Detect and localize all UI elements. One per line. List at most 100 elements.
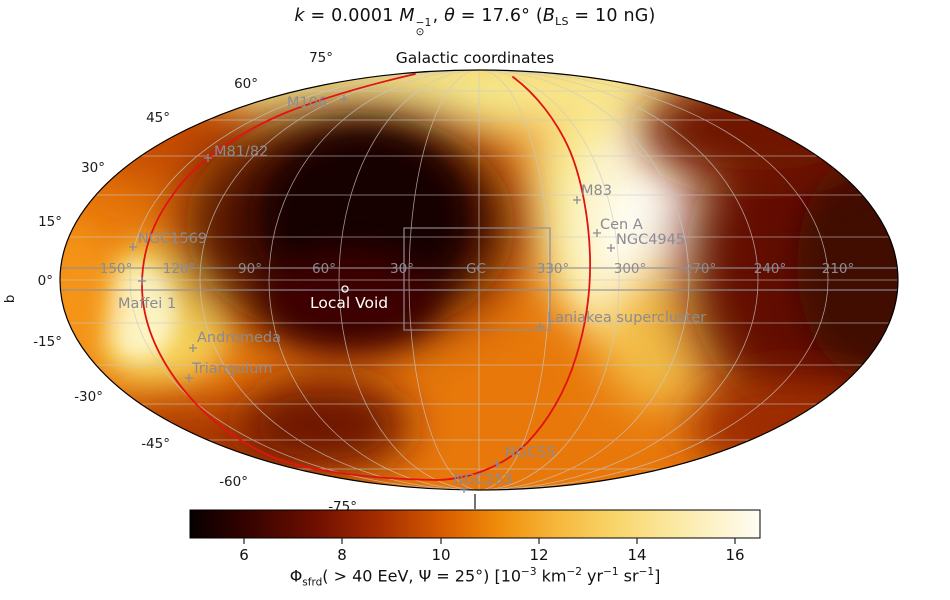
galaxy-label: Andromeda xyxy=(197,330,281,346)
lon-label: 60° xyxy=(312,261,336,277)
title-theta: θ xyxy=(444,6,456,26)
meridian-60e xyxy=(338,70,480,490)
colorbar-ticks xyxy=(243,538,736,544)
marker-ngc253 xyxy=(460,485,468,493)
marker-cena xyxy=(593,229,601,237)
cb-mid: ( > 40 EeV, Ψ = 25°) [10 xyxy=(322,566,522,586)
lon-label: 300° xyxy=(614,261,647,277)
lon-label: 210° xyxy=(822,261,855,277)
galaxy-label: Maffei 1 xyxy=(118,296,176,312)
map-boundary xyxy=(59,69,899,491)
title-b-sub: LS xyxy=(555,15,569,28)
meridian-120w xyxy=(478,70,759,490)
galaxy-label: M81/82 xyxy=(214,144,268,160)
marker-ngc4945 xyxy=(607,244,615,252)
cb-sr: sr xyxy=(618,566,639,586)
title-sep: , xyxy=(432,6,445,26)
galaxy-label: NGC4945 xyxy=(616,232,685,248)
marker-m106 xyxy=(340,95,348,103)
colorbar-tick-label: 14 xyxy=(627,546,646,564)
lon-label: 330° xyxy=(537,261,570,277)
lon-label-gc: GC xyxy=(466,261,486,277)
lon-label: 90° xyxy=(238,261,262,277)
longitude-labels: 150° 120° 90° 60° 30° GC 330° 300° 270° … xyxy=(100,261,855,277)
galaxy-label: NGC55 xyxy=(505,445,556,461)
cb-km: km xyxy=(536,566,567,586)
marker-m83 xyxy=(573,196,581,204)
lat-label: -60° xyxy=(219,474,248,490)
lat-label: -45° xyxy=(141,436,170,452)
flux-bottomcenter-dark xyxy=(240,377,410,473)
galaxy-label: Cen A xyxy=(600,217,643,233)
local-void-label: Local Void xyxy=(310,294,388,312)
colorbar-tick-label: 6 xyxy=(239,546,249,564)
lon-label: 240° xyxy=(754,261,787,277)
galaxy-label: M83 xyxy=(581,183,612,199)
lat-label: 0° xyxy=(38,273,53,289)
cb-sup3: −1 xyxy=(603,566,619,578)
figure-title: k = 0.0001 M −1 ⊙, θ = 17.6° (BLS = 10 nG) xyxy=(0,6,950,37)
title-m-sub: ⊙ xyxy=(415,26,425,38)
colorbar-tick-label: 8 xyxy=(337,546,347,564)
marker-andromeda xyxy=(189,344,197,352)
meridian-60w xyxy=(478,70,620,490)
flux-bottomright-red xyxy=(690,378,898,478)
marker-ngc55 xyxy=(493,460,501,468)
galaxy-labels: M106 M81/82 NGC1569 Maffei 1 Andromeda T… xyxy=(118,95,706,488)
galaxy-label: M106 xyxy=(287,95,327,111)
gc-region-box xyxy=(403,227,551,331)
latitude-labels: 75° 60° 45° 30° 15° 0° -15° -30° -45° -6… xyxy=(33,50,357,515)
lat-label: 30° xyxy=(81,160,105,176)
title-k: k xyxy=(294,6,305,26)
lon-label: 30° xyxy=(390,261,414,277)
meridian-120e xyxy=(199,70,480,490)
subtitle: Galactic coordinates xyxy=(396,49,554,67)
lon-label: 120° xyxy=(163,261,196,277)
title-m-sup: −1 xyxy=(415,17,432,29)
galactic-plane-outline xyxy=(60,227,898,331)
title-eq2: = 17.6° ( xyxy=(455,6,543,26)
lon-label: 270° xyxy=(684,261,717,277)
galaxy-markers xyxy=(129,95,615,493)
colorbar-tick-label: 10 xyxy=(431,546,450,564)
flux-right-maroon-core xyxy=(797,150,898,380)
colorbar-gradient xyxy=(189,509,761,539)
cb-phi-sub: sfrd xyxy=(302,576,323,589)
cb-sup2: −2 xyxy=(566,566,582,578)
meridian-90w xyxy=(478,70,690,490)
colorbar-tick-label: 12 xyxy=(529,546,548,564)
title-tail: = 10 nG) xyxy=(568,6,656,26)
flux-left-bright-core xyxy=(102,264,178,360)
meridian-150w xyxy=(478,70,829,490)
graticule xyxy=(60,70,898,490)
lat-label: 45° xyxy=(146,110,170,126)
lon-label: 150° xyxy=(100,261,133,277)
meridian-90e xyxy=(268,70,480,490)
title-m-subsup: −1 ⊙ xyxy=(415,17,432,38)
title-M: M xyxy=(399,6,415,26)
title-eq1: = 0.0001 xyxy=(304,6,400,26)
cb-phi: Φ xyxy=(289,566,303,586)
marker-local-void xyxy=(341,285,349,293)
lat-label: -30° xyxy=(74,389,103,405)
galaxy-label: NGC253 xyxy=(453,472,513,488)
y-axis-label: b xyxy=(2,295,18,304)
colorbar-tick-label: 16 xyxy=(725,546,744,564)
galaxy-label: Triangulum xyxy=(191,361,273,377)
meridian-150e xyxy=(129,70,480,490)
cb-sup1: −3 xyxy=(521,566,537,578)
marker-triangulum xyxy=(185,374,193,382)
meridian-30e xyxy=(408,70,480,490)
colorbar-axis-label: Φsfrd( > 40 EeV, Ψ = 25°) [10−3 km−2 yr−… xyxy=(0,566,950,589)
meridian-30w xyxy=(478,70,550,490)
cb-sup4: −1 xyxy=(638,566,655,578)
lat-label: 60° xyxy=(234,76,258,92)
marker-m81-82 xyxy=(204,154,212,162)
galaxy-label: Laniakea supercluster xyxy=(547,310,706,326)
lat-label: -15° xyxy=(33,334,62,350)
title-B: B xyxy=(542,6,556,26)
lat-label: 15° xyxy=(38,214,62,230)
flux-topright-dark xyxy=(640,75,880,185)
